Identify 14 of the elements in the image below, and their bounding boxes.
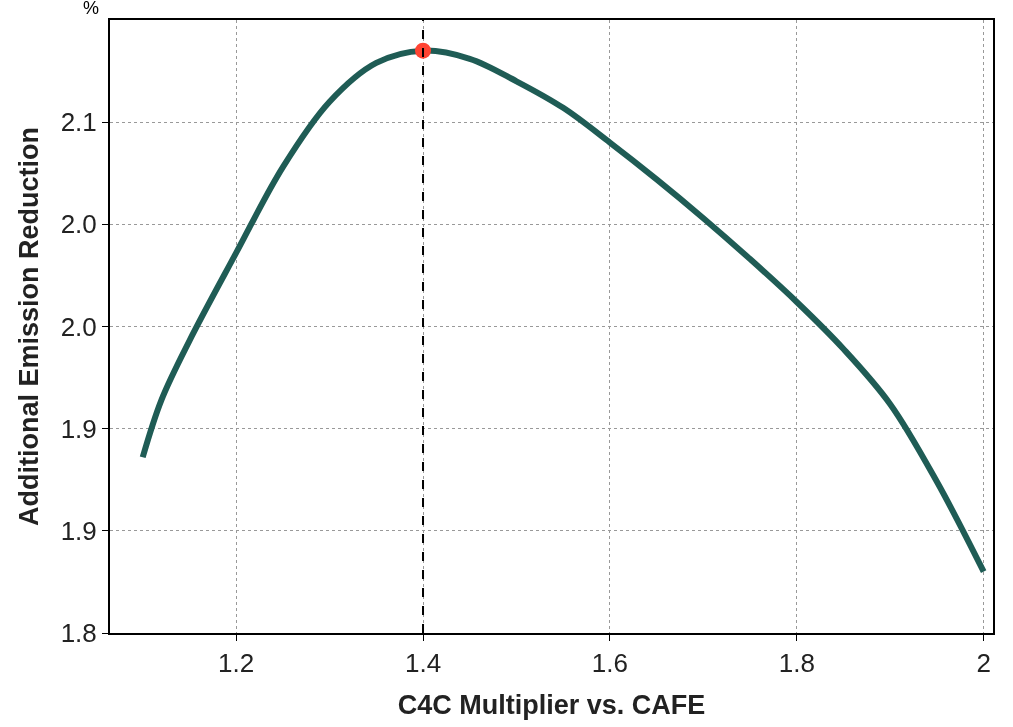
y-axis-title: Additional Emission Reduction: [14, 126, 45, 527]
y-tick-label: 2.0: [60, 209, 97, 240]
y-tick-label: 2.0: [60, 311, 97, 342]
x-tick-label: 1.6: [591, 648, 628, 679]
y-tick-label: 1.8: [60, 618, 97, 649]
y-tick-label: 1.9: [60, 413, 97, 444]
x-tick-label: 2: [976, 648, 991, 679]
x-tick-label: 1.8: [778, 648, 815, 679]
x-tick-label: 1.4: [404, 648, 442, 679]
text: %: [83, 0, 100, 18]
y-tick-label: 1.9: [60, 515, 97, 546]
x-tick-label: 1.2: [218, 648, 255, 679]
y-tick-label: 2.1: [60, 107, 97, 138]
x-axis-title: C4C Multiplier vs. CAFE: [397, 690, 706, 721]
